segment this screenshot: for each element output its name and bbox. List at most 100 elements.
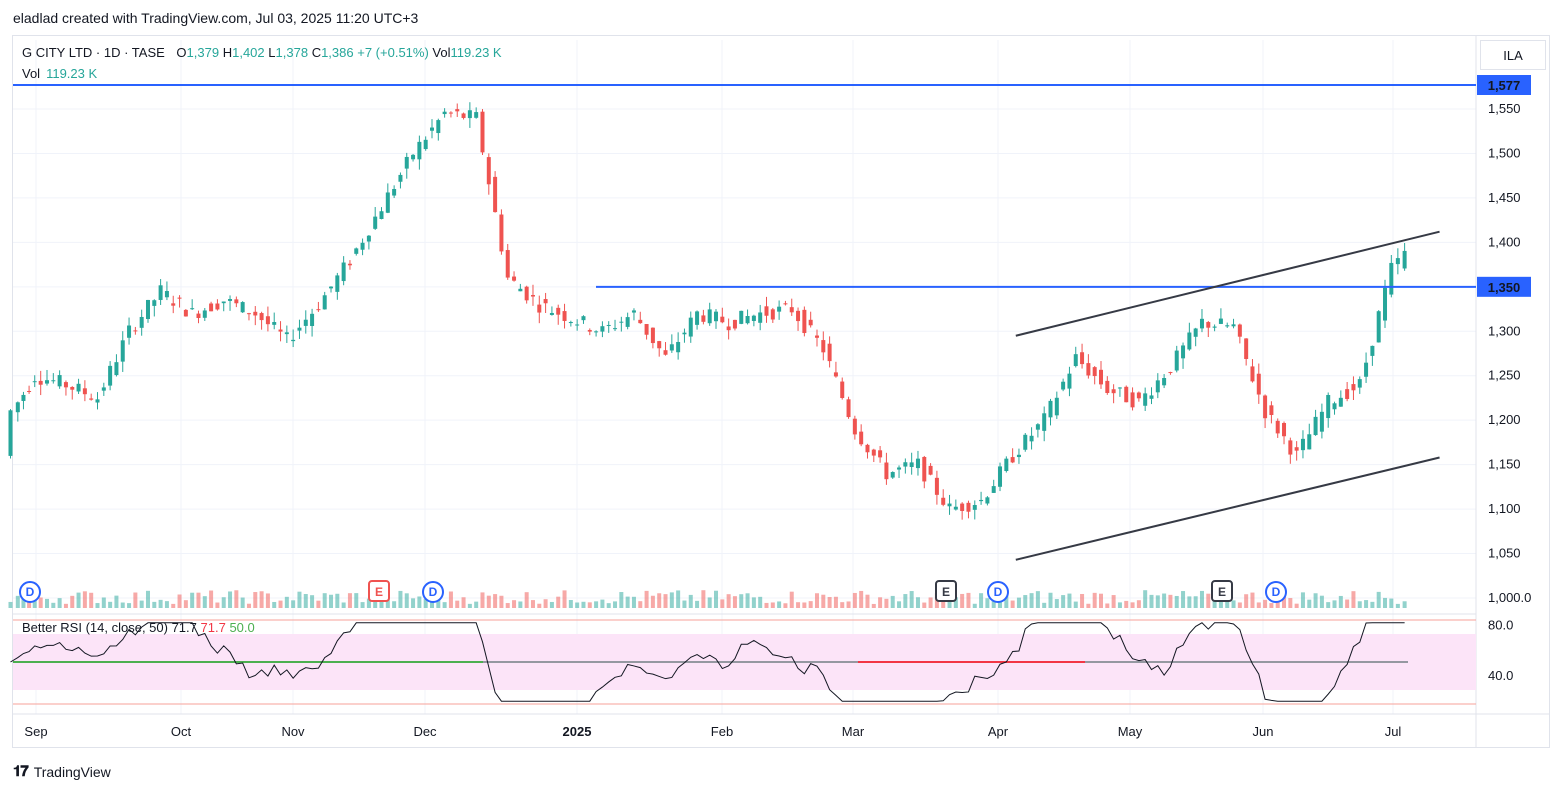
low-label: L [268,45,276,60]
volume-bar [1332,600,1337,608]
candle-body [461,113,466,118]
volume-bar [303,594,308,608]
candle-body [1288,440,1293,455]
symbol-name[interactable]: G CITY LTD · 1D · TASE [22,45,165,60]
candle-body [890,472,895,478]
volume-bar [1061,595,1066,608]
volume-bar [1092,592,1097,608]
candle-body [15,402,20,413]
candle-body [1061,381,1066,390]
low-value: 1,378 [275,45,309,60]
symbol-legend: G CITY LTD · 1D · TASE O1,379 H1,402 L1,… [22,45,502,60]
volume-bar [530,600,535,608]
currency-button[interactable]: ILA [1480,40,1546,70]
volume-bar [631,596,636,608]
volume-bar [928,597,933,608]
volume-bar [57,598,62,608]
candle-body [770,309,775,320]
candle-body [581,316,586,321]
earnings-badge [935,580,957,602]
volume-bar [474,601,479,608]
y-tick-label: 1,100 [1488,501,1521,516]
candle-body [423,139,428,150]
candle-body [884,462,889,480]
candle-body [1383,287,1388,321]
volume-bar [682,600,687,608]
volume-bar [278,600,283,608]
y-tick-label: 1,250 [1488,368,1521,383]
footer-brand[interactable]: 𝟏𝟕 TradingView [13,763,111,780]
volume-bar [701,590,706,608]
vol-value: 119.23 K [450,45,502,60]
candle-body [158,285,163,300]
x-tick-label: Feb [711,724,733,739]
dividend-badge [1265,581,1287,603]
volume-bar [512,600,517,608]
volume-bar [613,601,618,608]
volume-bar [486,595,491,608]
candle-body [960,503,965,511]
candle-body [1042,413,1047,431]
candle-body [139,316,144,328]
candle-body [1092,367,1097,377]
volume-bar [310,595,315,608]
candle-body [953,506,958,510]
candle-body [644,324,649,335]
volume-bar [871,603,876,608]
y-tick-label: 1,550 [1488,101,1521,116]
volume-bar [966,592,971,608]
earnings-badge-label: E [942,585,950,599]
candle-body [366,235,371,242]
candle-body [594,331,599,333]
x-tick-label: Nov [281,724,305,739]
volume-bar [1313,593,1318,608]
candle-body [392,189,397,196]
candle-body [436,120,441,134]
candle-body [1332,403,1337,410]
volume-bar [272,601,277,608]
volume-bar [960,593,965,608]
candle-body [846,399,851,418]
volume-bar [783,603,788,608]
volume-bar [644,590,649,608]
candle-body [808,319,813,326]
volume-bar [1105,603,1110,608]
candle-body [537,304,542,313]
volume-bar [1402,601,1407,608]
candle-body [265,316,270,325]
candle-body [27,390,32,392]
candle-body [979,499,984,502]
candle-body [556,307,561,315]
candle-body [1023,434,1028,450]
candle-body [133,330,138,332]
volume-bar [1130,602,1135,608]
candle-body [38,380,43,385]
volume-bar [467,603,472,608]
volume-bar [114,595,119,608]
candle-body [448,112,453,114]
dividend-badge-label: D [26,585,35,599]
candle-body [619,321,624,323]
candle-body [272,322,277,325]
volume-bar [758,596,763,608]
volume-bar [688,594,693,608]
candle-body [145,299,150,320]
volume-bar [505,603,510,608]
volume-bar [1338,595,1343,608]
volume-bar [158,599,163,608]
volume-bar [493,594,498,608]
footer-brand-label: TradingView [33,763,111,780]
open-value: 1,379 [186,45,220,60]
candle-body [190,308,195,310]
volume-legend-label[interactable]: Vol [22,66,41,81]
candle-body [1326,394,1331,419]
volume-bar [524,592,529,608]
volume-bar [1143,590,1148,608]
candle-body [1073,354,1078,367]
rsi-name[interactable]: Better RSI (14, close, 50) [22,620,168,635]
volume-bar [1319,595,1324,608]
candle-body [127,325,132,338]
candle-body [76,383,81,392]
volume-bar [878,597,883,608]
